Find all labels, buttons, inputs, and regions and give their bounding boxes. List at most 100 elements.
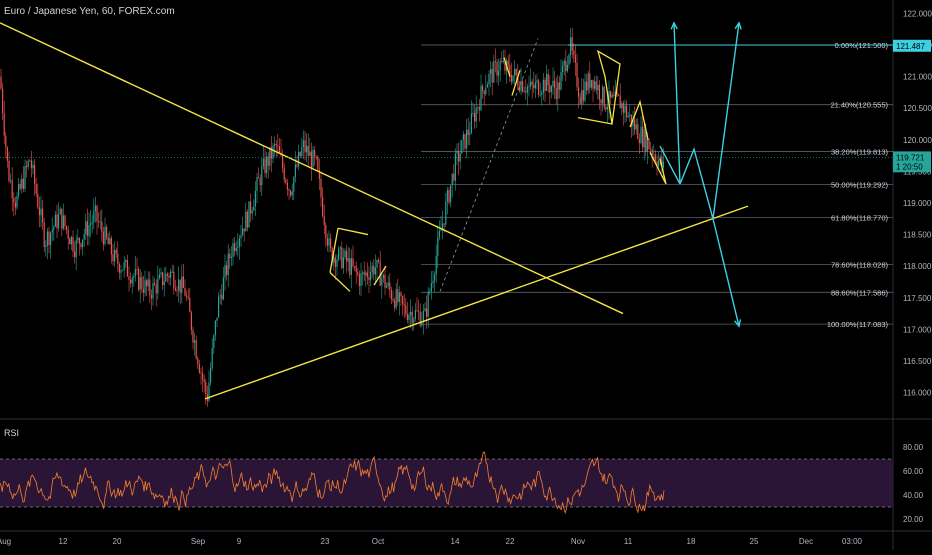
candle-body	[304, 140, 306, 153]
candle-body	[26, 166, 28, 168]
candle-body	[405, 305, 407, 314]
candle-body	[464, 134, 466, 149]
candle-body	[136, 269, 138, 270]
candle-body	[621, 103, 623, 109]
candle-body	[558, 82, 560, 90]
candle-body	[314, 149, 316, 157]
candle-body	[160, 272, 162, 275]
candle-body	[85, 221, 87, 235]
candle-body	[486, 84, 488, 88]
candle-body	[213, 335, 215, 348]
candle-body	[246, 211, 248, 228]
candle-body	[422, 310, 424, 322]
arrow-down-head	[734, 319, 742, 328]
rsi-tick-label: 20.00	[903, 515, 924, 524]
candle-body	[458, 150, 460, 162]
y-tick-label: 117.000	[903, 325, 932, 334]
candle-body	[648, 139, 650, 150]
y-tick-label: 122.000	[903, 9, 932, 18]
candle-body	[597, 84, 599, 91]
candle-body	[536, 80, 538, 83]
candle-body	[163, 281, 165, 286]
candle-body	[0, 76, 2, 89]
candle-body	[130, 279, 132, 284]
candle-body	[203, 379, 205, 383]
candle-body	[326, 237, 328, 246]
candle-body	[328, 238, 330, 246]
candle-body	[272, 145, 274, 159]
candle-body	[550, 86, 552, 93]
candle-body	[646, 139, 648, 152]
candle-body	[333, 257, 335, 263]
candle-body	[336, 259, 338, 267]
candle-body	[3, 113, 5, 136]
price-label: 121.487	[896, 42, 925, 51]
candle-body	[382, 274, 384, 279]
candle-body	[653, 154, 655, 156]
candle-body	[200, 372, 202, 374]
x-tick-label: 9	[237, 537, 242, 546]
candle-body	[171, 271, 173, 273]
ascending-trendline	[204, 205, 749, 400]
candle-body	[531, 81, 533, 85]
candle-body	[539, 94, 541, 96]
candle-body	[229, 253, 231, 259]
candle-body	[59, 208, 61, 215]
candle-body	[474, 112, 476, 122]
candle-body	[358, 274, 360, 287]
arrow-down	[712, 218, 740, 327]
candle-body	[51, 229, 53, 233]
candle-body	[501, 61, 503, 63]
candle-body	[197, 358, 199, 365]
candle-body	[11, 180, 13, 198]
candle-body	[373, 265, 375, 275]
candle-body	[616, 91, 618, 95]
candle-body	[322, 197, 324, 216]
candle-body	[226, 265, 228, 276]
x-tick-label: Dec	[799, 537, 813, 546]
candle-body	[24, 166, 26, 189]
candle-body	[467, 129, 469, 135]
candle-body	[19, 184, 21, 189]
candle-body	[555, 87, 557, 100]
candle-body	[8, 160, 10, 182]
candle-body	[594, 81, 596, 89]
candle-body	[554, 80, 556, 88]
arrow-up-1	[659, 22, 681, 185]
candle-body	[168, 275, 170, 278]
candle-body	[413, 318, 415, 324]
candle-body	[514, 68, 516, 76]
candle-body	[461, 140, 463, 154]
candle-body	[298, 151, 300, 167]
candle-body	[144, 280, 146, 293]
candle-body	[658, 160, 660, 167]
candle-body	[451, 173, 453, 186]
fib-level-label: 100.00%(117.083)	[827, 320, 889, 329]
candle-body	[166, 273, 168, 276]
candle-body	[123, 262, 125, 270]
candle-body	[592, 79, 594, 89]
candle-body	[251, 210, 253, 214]
candle-body	[651, 149, 653, 155]
candle-body	[149, 279, 151, 295]
candle-body	[482, 85, 484, 91]
candle-body	[205, 382, 207, 395]
candle-body	[640, 126, 642, 144]
candle-body	[214, 320, 216, 336]
candle-body	[331, 247, 333, 263]
channel-small	[649, 152, 667, 185]
wedge-pattern	[577, 49, 621, 125]
candle-body	[5, 135, 7, 148]
candle-body	[579, 97, 581, 104]
candle-body	[350, 258, 352, 275]
candle-body	[277, 145, 279, 147]
candle-body	[526, 86, 528, 93]
fib-level-label: 61.80%(118.770)	[831, 213, 888, 222]
candle-body	[586, 81, 588, 91]
candle-body	[146, 280, 148, 287]
candle-body	[141, 277, 143, 289]
candle-body	[309, 151, 311, 156]
pattern-mark-2	[511, 70, 521, 96]
